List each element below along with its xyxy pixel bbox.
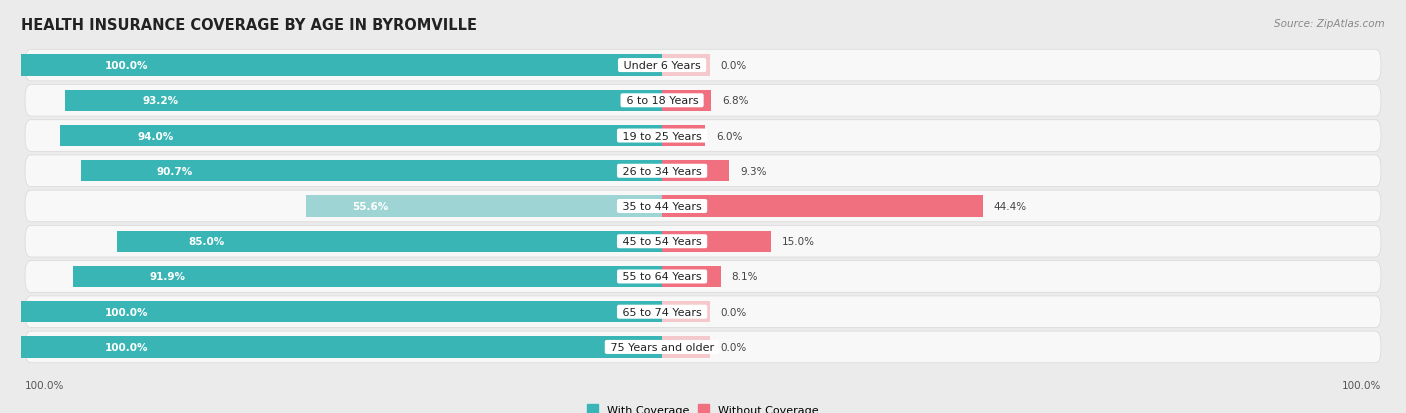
Text: 6 to 18 Years: 6 to 18 Years — [623, 96, 702, 106]
Text: 65 to 74 Years: 65 to 74 Years — [619, 307, 706, 317]
Text: Under 6 Years: Under 6 Years — [620, 61, 704, 71]
Bar — [662, 266, 721, 287]
Bar — [662, 301, 710, 323]
FancyBboxPatch shape — [25, 226, 1381, 257]
Bar — [662, 90, 711, 112]
Bar — [662, 55, 710, 76]
Bar — [73, 266, 662, 287]
Bar — [662, 161, 730, 182]
Text: 26 to 34 Years: 26 to 34 Years — [619, 166, 706, 176]
Text: 100.0%: 100.0% — [1341, 380, 1381, 390]
Bar — [117, 231, 662, 252]
Text: 100.0%: 100.0% — [104, 342, 148, 352]
Text: 6.8%: 6.8% — [723, 96, 748, 106]
Bar — [59, 126, 662, 147]
Bar — [65, 90, 662, 112]
Text: 15.0%: 15.0% — [782, 237, 814, 247]
FancyBboxPatch shape — [25, 191, 1381, 222]
FancyBboxPatch shape — [25, 261, 1381, 292]
Text: 94.0%: 94.0% — [138, 131, 174, 141]
Text: 75 Years and older: 75 Years and older — [607, 342, 717, 352]
Text: 90.7%: 90.7% — [156, 166, 193, 176]
FancyBboxPatch shape — [25, 156, 1381, 187]
Bar — [80, 161, 662, 182]
Text: 93.2%: 93.2% — [142, 96, 179, 106]
Text: 44.4%: 44.4% — [994, 202, 1026, 211]
Text: 19 to 25 Years: 19 to 25 Years — [619, 131, 706, 141]
Bar — [662, 337, 710, 358]
Text: 85.0%: 85.0% — [188, 237, 225, 247]
Text: 35 to 44 Years: 35 to 44 Years — [619, 202, 706, 211]
FancyBboxPatch shape — [25, 50, 1381, 82]
Text: 91.9%: 91.9% — [149, 272, 186, 282]
Text: 100.0%: 100.0% — [104, 307, 148, 317]
Text: 55.6%: 55.6% — [352, 202, 388, 211]
Text: 100.0%: 100.0% — [104, 61, 148, 71]
Text: 45 to 54 Years: 45 to 54 Years — [619, 237, 706, 247]
Bar — [21, 55, 662, 76]
FancyBboxPatch shape — [25, 121, 1381, 152]
Text: 8.1%: 8.1% — [731, 272, 758, 282]
Bar — [662, 126, 706, 147]
Bar — [21, 301, 662, 323]
FancyBboxPatch shape — [25, 331, 1381, 363]
Bar — [21, 337, 662, 358]
FancyBboxPatch shape — [25, 296, 1381, 328]
Text: 0.0%: 0.0% — [721, 61, 747, 71]
Text: 0.0%: 0.0% — [721, 342, 747, 352]
Text: 0.0%: 0.0% — [721, 307, 747, 317]
Bar — [662, 196, 983, 217]
FancyBboxPatch shape — [25, 85, 1381, 117]
Text: HEALTH INSURANCE COVERAGE BY AGE IN BYROMVILLE: HEALTH INSURANCE COVERAGE BY AGE IN BYRO… — [21, 18, 477, 33]
Text: 6.0%: 6.0% — [717, 131, 742, 141]
Text: 100.0%: 100.0% — [25, 380, 65, 390]
Text: 9.3%: 9.3% — [740, 166, 766, 176]
Legend: With Coverage, Without Coverage: With Coverage, Without Coverage — [582, 400, 824, 413]
Text: Source: ZipAtlas.com: Source: ZipAtlas.com — [1274, 19, 1385, 28]
Text: 55 to 64 Years: 55 to 64 Years — [619, 272, 706, 282]
Bar — [305, 196, 662, 217]
Bar — [662, 231, 770, 252]
